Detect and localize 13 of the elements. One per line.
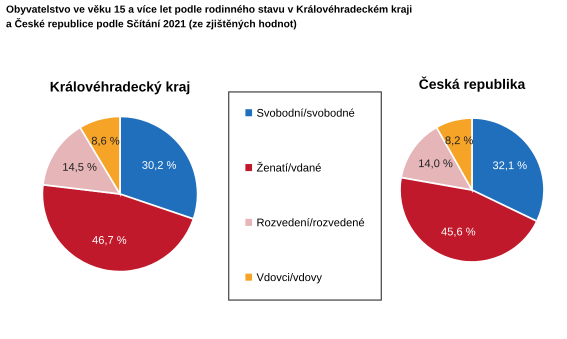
- legend-label: Svobodní/svobodné: [257, 108, 354, 117]
- data-label: 45,6 %: [441, 228, 476, 237]
- legend-label: Ženatí/vdané: [256, 162, 321, 172]
- legend-label: Vdovci/vdovy: [256, 273, 322, 284]
- data-label: 46,7 %: [92, 236, 126, 246]
- chart-title: Obyvatelstvo ve věku 15 a více let podle rodinného stavu v Královéhradeckém kraji a České republice podle Sčítání 2021 (ze zjištěných hodnot): [6, 5, 412, 30]
- data-label: 14,5 %: [63, 163, 97, 172]
- data-label: 14,0 %: [419, 159, 452, 169]
- data-label: 30,2 %: [142, 161, 176, 170]
- legend-label: Rozvedení/rozvedené: [257, 218, 364, 226]
- chart-title: Česká republika: [419, 76, 526, 92]
- chart-subtitle: Královéhradecký kraj: [50, 81, 190, 94]
- data-label: 32,1 %: [492, 161, 527, 171]
